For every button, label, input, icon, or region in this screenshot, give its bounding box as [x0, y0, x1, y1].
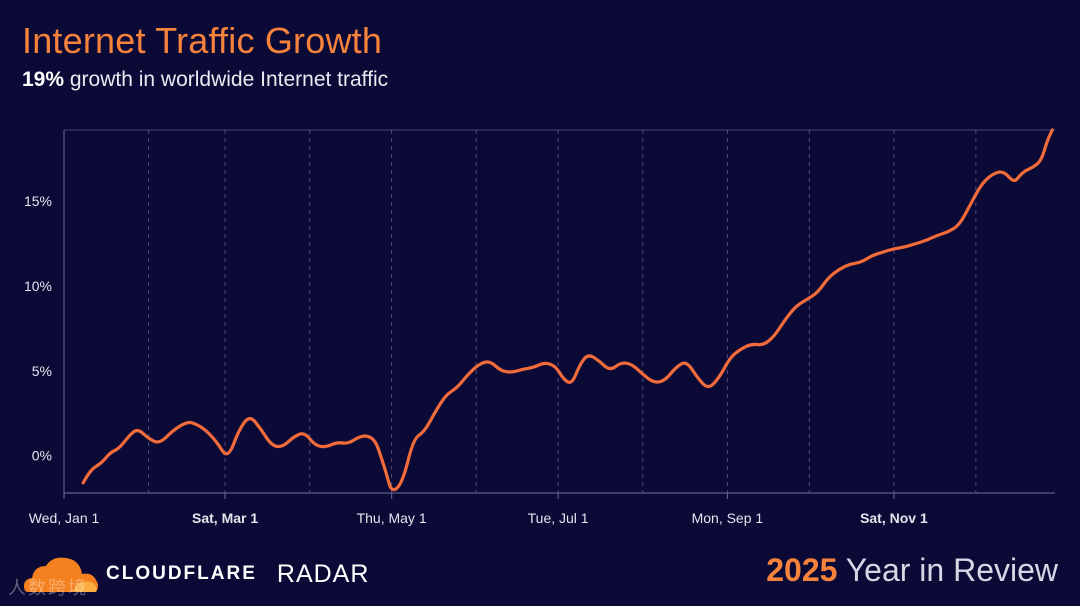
cloudflare-cloud-icon: [24, 557, 98, 592]
x-tick-label: Wed, Jan 1: [29, 510, 100, 526]
x-tick-label: Sat, Mar 1: [192, 510, 258, 526]
x-tick-label: Sat, Nov 1: [860, 510, 928, 526]
watermark-text: 人数跨境: [8, 578, 88, 598]
chart-subtitle: 19% growth in worldwide Internet traffic: [22, 68, 388, 92]
subtitle-text: growth in worldwide Internet traffic: [64, 68, 389, 91]
product-name: RADAR: [276, 559, 370, 588]
series-line: [81, 128, 1054, 492]
cloudflare-radar-logo: CLOUDFLARE RADAR: [22, 548, 369, 600]
brand-name: CLOUDFLARE: [106, 563, 257, 584]
year-in-review-label: 2025 Year in Review: [766, 552, 1058, 589]
y-tick-label: 15%: [24, 193, 52, 209]
x-tick-label: Tue, Jul 1: [528, 510, 589, 526]
review-year: 2025: [766, 552, 838, 588]
growth-percentage: 19%: [22, 68, 65, 91]
chart-title: Internet Traffic Growth: [22, 20, 383, 61]
y-tick-label: 10%: [24, 278, 52, 294]
x-tick-label: Thu, May 1: [357, 510, 427, 526]
y-tick-label: 0%: [32, 448, 52, 464]
y-tick-label: 5%: [32, 363, 52, 379]
x-tick-label: Mon, Sep 1: [692, 510, 764, 526]
review-text: Year in Review: [837, 552, 1058, 588]
